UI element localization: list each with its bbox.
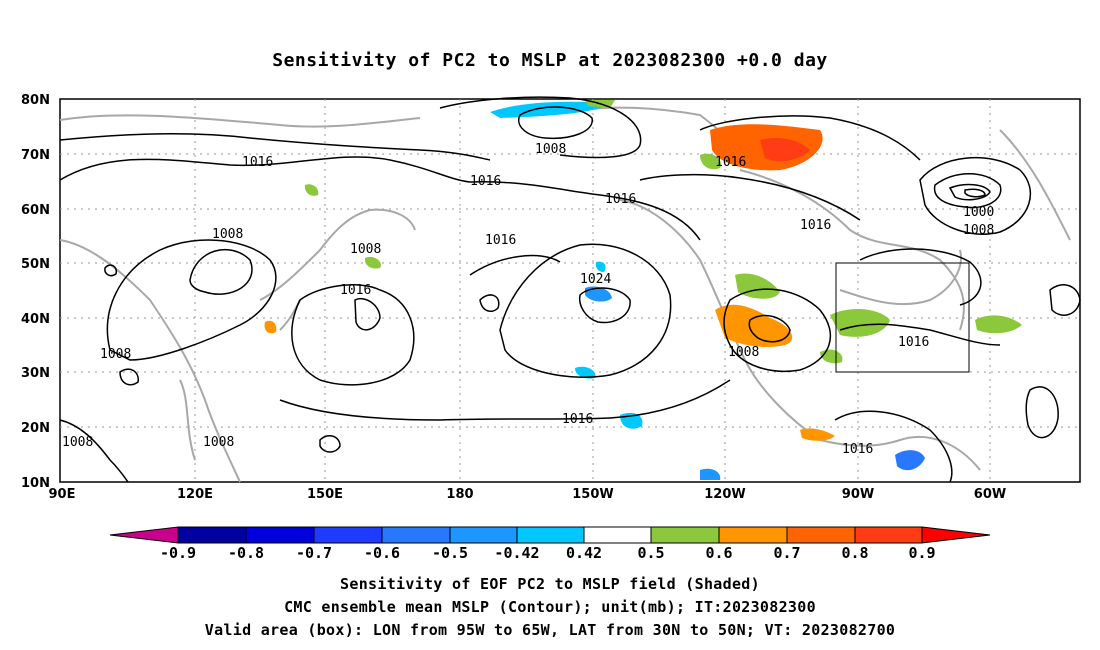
lat-label: 60N	[21, 203, 50, 218]
colorbar-segment-7	[583, 526, 652, 544]
colorbar-segment-8	[650, 526, 720, 544]
colorbar-segment-4	[381, 526, 451, 544]
shade-north-negative	[490, 101, 610, 118]
longitude-labels: 90E 120E 150E 180 150W 120W 90W 60W	[49, 487, 1007, 502]
contour-label: 1016	[605, 192, 636, 207]
colorbar-segment-2	[245, 526, 315, 544]
colorbar-segment-3	[313, 526, 383, 544]
colorbar-tick-label: 0.8	[841, 544, 868, 562]
contour-label: 1008	[62, 435, 93, 450]
contour-label: 1024	[580, 272, 611, 287]
contour-label: 1016	[562, 412, 593, 427]
colorbar-segment-1	[177, 526, 247, 544]
contour-label: 1016	[800, 218, 831, 233]
lat-label: 40N	[21, 312, 50, 327]
contour-label: 1000	[963, 205, 994, 220]
shade-gulf-orange	[800, 428, 835, 441]
shade-atlantic-green	[975, 315, 1022, 334]
lat-label: 50N	[21, 257, 50, 272]
colorbar-tick-label: 0.7	[773, 544, 800, 562]
shade-pacific-negative-2	[595, 261, 606, 272]
lon-label: 90W	[842, 487, 874, 502]
page-title: Sensitivity of PC2 to MSLP at 2023082300…	[272, 50, 828, 71]
shade-japan-orange	[264, 320, 277, 334]
shade-okhotsk-green	[364, 256, 381, 269]
colorbar-tick-label: -0.9	[160, 544, 196, 562]
colorbar-tick-label: 0.42	[566, 544, 602, 562]
caption-line-1: Sensitivity of EOF PC2 to MSLP field (Sh…	[340, 575, 760, 593]
lon-label: 150E	[307, 487, 343, 502]
colorbar-tick-label: -0.7	[296, 544, 332, 562]
lat-label: 10N	[21, 476, 50, 491]
shade-tropical-negative-2	[700, 468, 721, 480]
shade-west-us-orange	[715, 304, 793, 348]
shade-arctic-positive-core	[760, 138, 810, 162]
valid-area-box	[835, 262, 970, 373]
contour-label: 1008	[212, 227, 243, 242]
colorbar-tick-label: -0.5	[432, 544, 468, 562]
shade-hawaii-negative	[575, 366, 596, 379]
lat-label: 30N	[21, 366, 50, 381]
colorbar-segment-12	[921, 526, 991, 544]
contour-label: 1016	[898, 335, 929, 350]
sensitivity-shading	[264, 100, 1022, 480]
contour-label: 1008	[963, 223, 994, 238]
gridlines	[60, 99, 1080, 482]
contour-label: 1008	[350, 242, 381, 257]
lat-label: 20N	[21, 421, 50, 436]
colorbar	[109, 526, 991, 544]
colorbar-tick-label: 0.6	[705, 544, 732, 562]
colorbar-segment-6	[516, 526, 585, 544]
mslp-contours	[59, 96, 1081, 483]
colorbar-segment-11	[854, 526, 923, 544]
lon-label: 60W	[974, 487, 1006, 502]
shade-valid-box-green	[830, 308, 890, 337]
lon-label: 120E	[177, 487, 213, 502]
contour-label: 1008	[100, 347, 131, 362]
lon-label: 120W	[704, 487, 745, 502]
colorbar-segment-5	[449, 526, 518, 544]
colorbar-segment-0	[109, 526, 179, 544]
lon-label: 180	[446, 487, 473, 502]
colorbar-tick-label: -0.8	[228, 544, 264, 562]
shade-pacific-negative	[585, 286, 612, 302]
caption-line-3: Valid area (box): LON from 95W to 65W, L…	[204, 621, 896, 639]
shade-kamchatka-green	[304, 184, 319, 196]
contour-label: 1016	[485, 233, 516, 248]
caption-line-2: CMC ensemble mean MSLP (Contour); unit(m…	[284, 598, 816, 616]
contour-label: 1016	[470, 174, 501, 189]
lon-label: 90E	[49, 487, 76, 502]
colorbar-tick-label: -0.6	[364, 544, 400, 562]
contour-label: 1008	[535, 142, 566, 157]
shade-arctic-green	[700, 153, 722, 170]
lat-label: 80N	[21, 93, 50, 108]
colorbar-segment-10	[786, 526, 856, 544]
colorbar-labels: -0.9 -0.8 -0.7 -0.6 -0.5 -0.42 0.42 0.5 …	[160, 544, 936, 562]
latitude-labels: 80N 70N 60N 50N 40N 30N 20N 10N	[21, 93, 50, 491]
contour-label: 1016	[242, 155, 273, 170]
contour-label: 1008	[728, 345, 759, 360]
lat-label: 70N	[21, 148, 50, 163]
colorbar-tick-label: 0.5	[637, 544, 664, 562]
contour-label: 1016	[842, 442, 873, 457]
contour-label: 1016	[340, 283, 371, 298]
shade-caribbean-negative	[895, 450, 925, 471]
lon-label: 150W	[572, 487, 613, 502]
colorbar-segment-9	[718, 526, 788, 544]
contour-labels: 1016 1008 1016 1016 1016 1016 1016 1000 …	[62, 142, 994, 457]
colorbar-tick-label: -0.42	[494, 544, 539, 562]
colorbar-tick-label: 0.9	[908, 544, 935, 562]
contour-label: 1016	[715, 155, 746, 170]
contour-label: 1008	[203, 435, 234, 450]
